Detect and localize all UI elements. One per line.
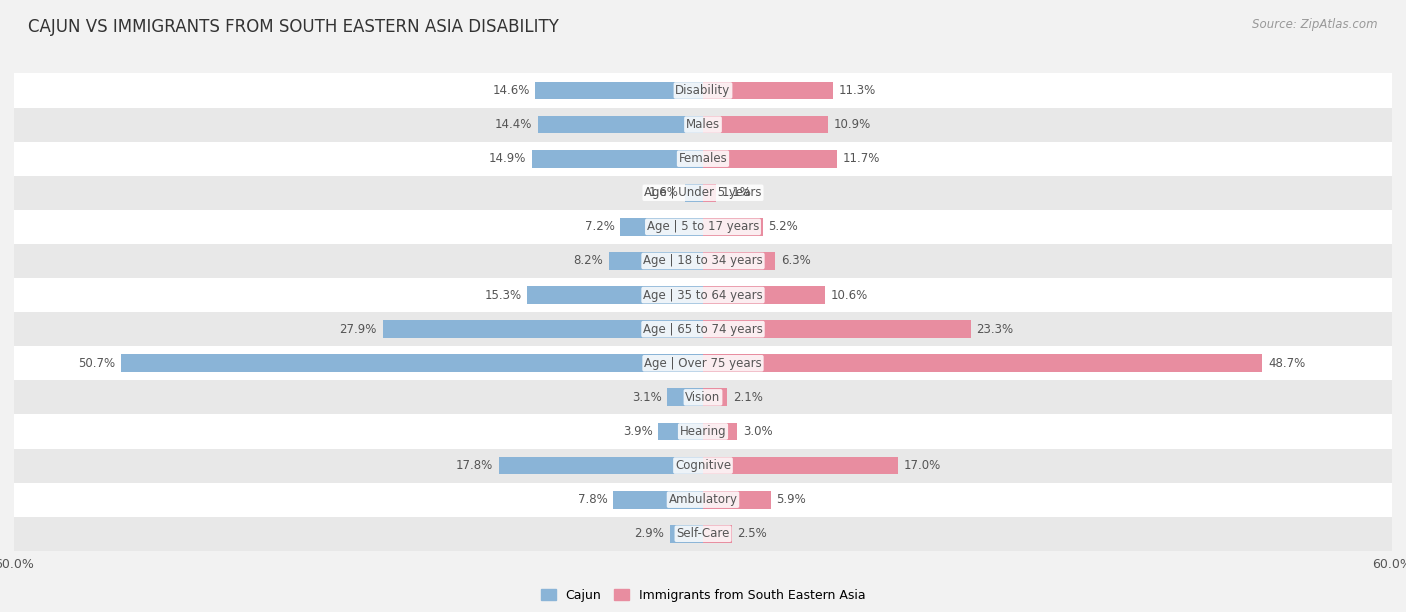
Text: 50.7%: 50.7%: [77, 357, 115, 370]
Text: 6.3%: 6.3%: [782, 255, 811, 267]
Bar: [14, 483, 1392, 517]
Text: 15.3%: 15.3%: [485, 289, 522, 302]
Text: Vision: Vision: [685, 391, 721, 404]
Bar: [382, 320, 703, 338]
Text: 14.4%: 14.4%: [495, 118, 531, 131]
Bar: [703, 150, 838, 168]
Bar: [703, 116, 828, 133]
Text: 27.9%: 27.9%: [339, 323, 377, 335]
Bar: [658, 423, 703, 440]
Text: Age | 65 to 74 years: Age | 65 to 74 years: [643, 323, 763, 335]
Text: 2.5%: 2.5%: [738, 528, 768, 540]
Bar: [703, 525, 731, 543]
Bar: [536, 81, 703, 99]
Text: 11.7%: 11.7%: [844, 152, 880, 165]
Bar: [499, 457, 703, 474]
Bar: [668, 389, 703, 406]
Text: 2.1%: 2.1%: [733, 391, 762, 404]
Bar: [14, 141, 1392, 176]
Text: 3.9%: 3.9%: [623, 425, 652, 438]
Text: 1.6%: 1.6%: [650, 186, 679, 200]
Bar: [14, 108, 1392, 141]
Bar: [14, 244, 1392, 278]
Bar: [14, 414, 1392, 449]
Text: CAJUN VS IMMIGRANTS FROM SOUTH EASTERN ASIA DISABILITY: CAJUN VS IMMIGRANTS FROM SOUTH EASTERN A…: [28, 18, 560, 36]
Text: 14.9%: 14.9%: [489, 152, 526, 165]
Text: Ambulatory: Ambulatory: [668, 493, 738, 506]
Text: 14.6%: 14.6%: [492, 84, 530, 97]
Text: 17.0%: 17.0%: [904, 459, 941, 472]
Text: Age | 18 to 34 years: Age | 18 to 34 years: [643, 255, 763, 267]
Text: Self-Care: Self-Care: [676, 528, 730, 540]
Text: Females: Females: [679, 152, 727, 165]
Text: Age | 35 to 64 years: Age | 35 to 64 years: [643, 289, 763, 302]
Bar: [609, 252, 703, 270]
Text: 10.9%: 10.9%: [834, 118, 872, 131]
Bar: [703, 354, 1263, 372]
Text: 5.2%: 5.2%: [769, 220, 799, 233]
Bar: [703, 286, 825, 304]
Bar: [14, 73, 1392, 108]
Bar: [14, 380, 1392, 414]
Text: 7.2%: 7.2%: [585, 220, 614, 233]
Bar: [121, 354, 703, 372]
Bar: [703, 320, 970, 338]
Text: 8.2%: 8.2%: [574, 255, 603, 267]
Text: 17.8%: 17.8%: [456, 459, 494, 472]
Text: Hearing: Hearing: [679, 425, 727, 438]
Text: Age | Under 5 years: Age | Under 5 years: [644, 186, 762, 200]
Bar: [703, 252, 775, 270]
Text: Males: Males: [686, 118, 720, 131]
Bar: [703, 81, 832, 99]
Legend: Cajun, Immigrants from South Eastern Asia: Cajun, Immigrants from South Eastern Asi…: [536, 584, 870, 606]
Text: Disability: Disability: [675, 84, 731, 97]
Text: 7.8%: 7.8%: [578, 493, 607, 506]
Bar: [669, 525, 703, 543]
Bar: [14, 517, 1392, 551]
Bar: [703, 423, 738, 440]
Bar: [14, 210, 1392, 244]
Text: Age | 5 to 17 years: Age | 5 to 17 years: [647, 220, 759, 233]
Bar: [14, 449, 1392, 483]
Bar: [685, 184, 703, 201]
Text: 11.3%: 11.3%: [838, 84, 876, 97]
Text: 2.9%: 2.9%: [634, 528, 664, 540]
Text: Age | Over 75 years: Age | Over 75 years: [644, 357, 762, 370]
Text: 23.3%: 23.3%: [976, 323, 1014, 335]
Bar: [14, 346, 1392, 380]
Bar: [531, 150, 703, 168]
Bar: [703, 389, 727, 406]
Text: Cognitive: Cognitive: [675, 459, 731, 472]
Text: 1.1%: 1.1%: [721, 186, 751, 200]
Text: 10.6%: 10.6%: [831, 289, 868, 302]
Bar: [703, 457, 898, 474]
Bar: [620, 218, 703, 236]
Text: 3.0%: 3.0%: [744, 425, 773, 438]
Text: 5.9%: 5.9%: [776, 493, 806, 506]
Bar: [14, 278, 1392, 312]
Bar: [703, 218, 762, 236]
Text: Source: ZipAtlas.com: Source: ZipAtlas.com: [1253, 18, 1378, 31]
Text: 48.7%: 48.7%: [1268, 357, 1305, 370]
Bar: [14, 176, 1392, 210]
Text: 3.1%: 3.1%: [631, 391, 662, 404]
Bar: [703, 184, 716, 201]
Bar: [537, 116, 703, 133]
Bar: [613, 491, 703, 509]
Bar: [14, 312, 1392, 346]
Bar: [527, 286, 703, 304]
Bar: [703, 491, 770, 509]
